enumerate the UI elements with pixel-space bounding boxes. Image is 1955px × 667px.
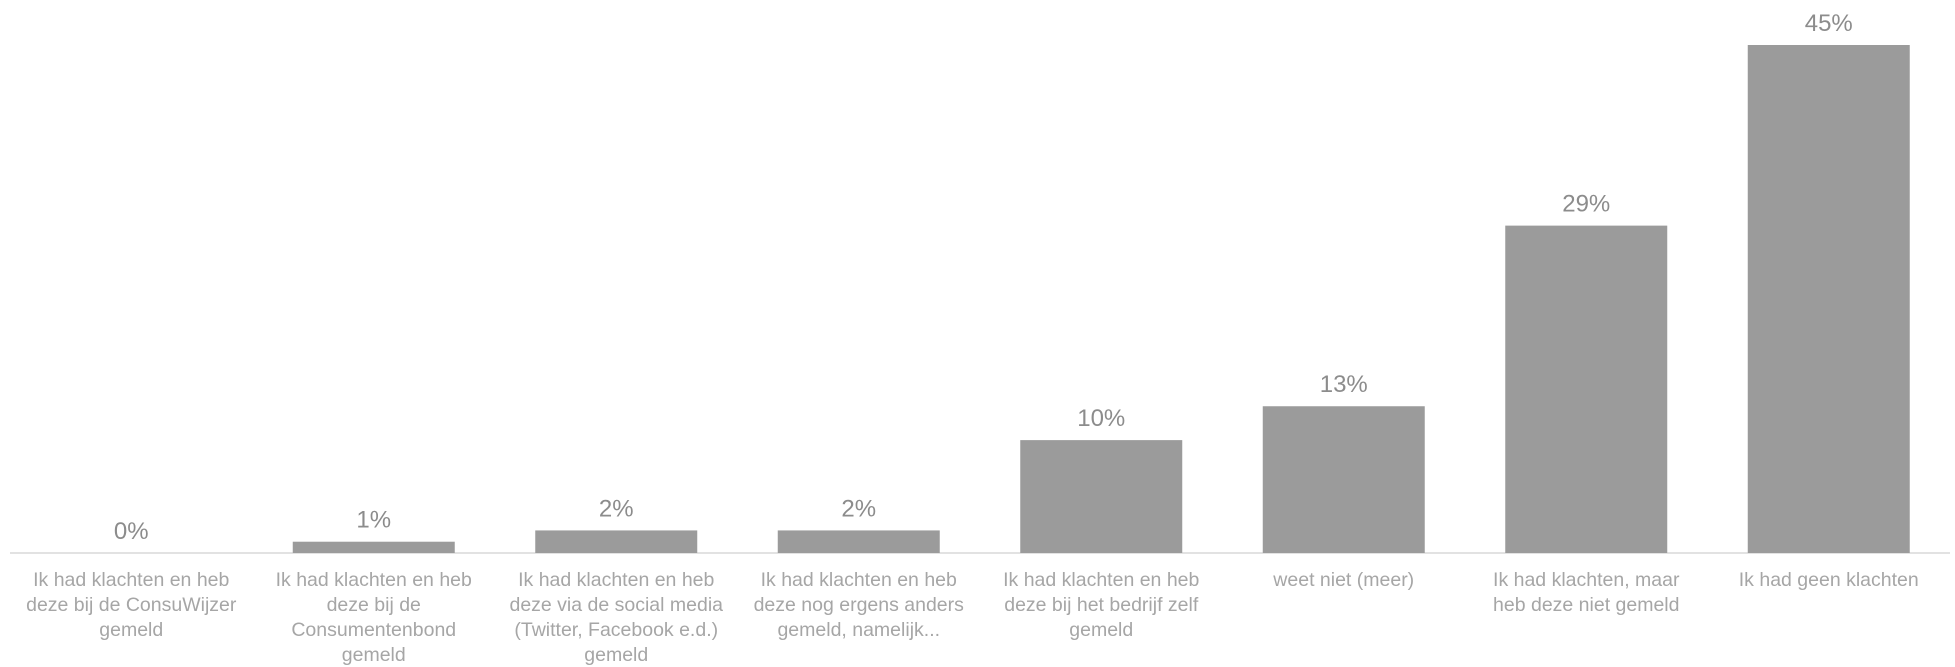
bar-5	[1020, 440, 1183, 553]
category-label-line: Consumentenbond	[291, 619, 456, 641]
category-label-line: Ik had klachten en heb	[1003, 569, 1199, 591]
bars-group	[292, 45, 1910, 553]
category-label-line: Ik had klachten en heb	[33, 569, 229, 591]
category-label-2: Ik had klachten en heb deze bij de Consume…	[276, 569, 472, 666]
bar-8	[1747, 45, 1910, 553]
category-label-line: weet niet (meer)	[1272, 569, 1414, 591]
data-label-7: 29%	[1562, 191, 1610, 218]
category-label-line: Ik had geen klachten	[1739, 569, 1919, 591]
category-label-line: heb deze niet gemeld	[1493, 594, 1679, 616]
category-label-line: gemeld	[342, 644, 406, 666]
data-label-1: 0%	[114, 518, 149, 545]
bar-3	[535, 530, 698, 553]
category-label-5: Ik had klachten en heb deze bij het bedri…	[1003, 569, 1199, 641]
data-labels-group: 0% 1% 2% 2% 10% 13% 29% 45%	[114, 10, 1853, 545]
category-label-line: Ik had klachten en heb	[761, 569, 957, 591]
category-label-3: Ik had klachten en heb deze via de social…	[509, 569, 723, 666]
category-label-line: deze bij de	[327, 594, 421, 616]
data-label-8: 45%	[1805, 10, 1853, 37]
category-label-line: deze bij het bedrijf zelf	[1004, 594, 1199, 616]
category-label-line: gemeld	[99, 619, 163, 641]
category-label-6: weet niet (meer)	[1272, 569, 1414, 591]
category-label-1: Ik had klachten en heb deze bij de ConsuW…	[26, 569, 237, 641]
data-label-4: 2%	[841, 495, 876, 522]
category-label-line: deze via de social media	[509, 594, 723, 616]
data-label-3: 2%	[599, 495, 634, 522]
bar-6	[1262, 406, 1425, 553]
data-label-5: 10%	[1077, 405, 1125, 432]
category-label-line: Ik had klachten en heb	[518, 569, 714, 591]
category-label-line: gemeld	[1069, 619, 1133, 641]
category-label-line: (Twitter, Facebook e.d.)	[514, 619, 718, 641]
category-label-line: Ik had klachten en heb	[276, 569, 472, 591]
category-label-4: Ik had klachten en heb deze nog ergens an…	[754, 569, 965, 641]
category-label-line: gemeld, namelijk...	[777, 619, 940, 641]
category-label-8: Ik had geen klachten	[1739, 569, 1919, 591]
data-label-2: 1%	[356, 507, 391, 534]
category-label-line: Ik had klachten, maar	[1493, 569, 1680, 591]
category-label-line: deze bij de ConsuWijzer	[26, 594, 237, 616]
category-label-line: gemeld	[584, 644, 648, 666]
category-label-line: deze nog ergens anders	[754, 594, 965, 616]
bar-4	[777, 530, 940, 553]
bar-7	[1505, 225, 1668, 553]
category-labels-group: Ik had klachten en heb deze bij de ConsuW…	[26, 569, 1919, 666]
category-label-7: Ik had klachten, maar heb deze niet gemel…	[1493, 569, 1680, 616]
data-label-6: 13%	[1320, 371, 1368, 398]
bar-2	[292, 541, 455, 553]
